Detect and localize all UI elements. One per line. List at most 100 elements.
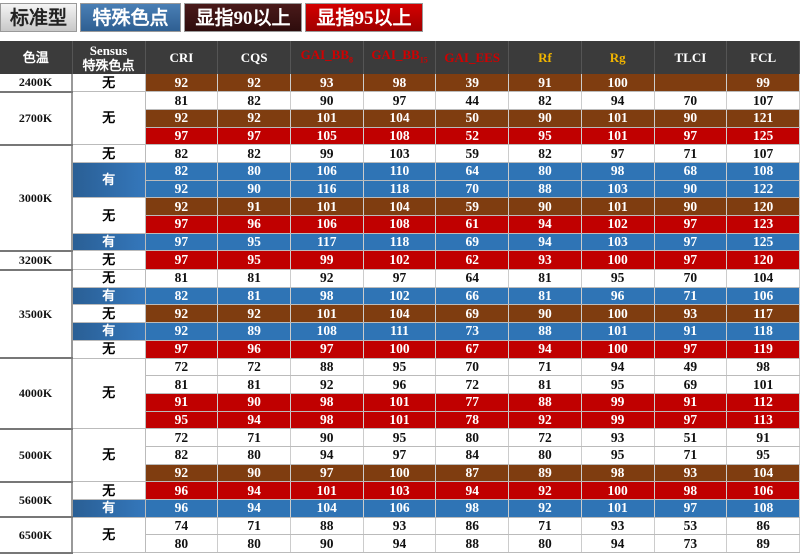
value-cell: 106 xyxy=(363,499,437,518)
value-cell: 100 xyxy=(581,304,655,324)
sensus-cell: 无 xyxy=(72,269,146,288)
value-cell: 96 xyxy=(145,499,219,518)
value-cell: 92 xyxy=(145,180,219,199)
value-cell: 101 xyxy=(290,197,364,216)
value-cell: 101 xyxy=(581,322,655,341)
value-cell: 104 xyxy=(726,269,800,288)
value-cell: 69 xyxy=(435,233,510,252)
value-cell: 116 xyxy=(290,180,364,199)
value-cell: 92 xyxy=(145,109,219,128)
value-cell: 80 xyxy=(145,534,219,554)
value-cell: 95 xyxy=(581,375,655,394)
value-cell: 118 xyxy=(363,233,437,252)
value-cell: 64 xyxy=(435,269,510,288)
value-cell: 82 xyxy=(145,144,219,163)
value-cell: 100 xyxy=(581,74,655,93)
value-cell: 72 xyxy=(145,428,219,447)
value-cell: 72 xyxy=(217,358,291,377)
value-cell: 112 xyxy=(726,393,800,412)
value-cell: 70 xyxy=(654,91,728,110)
value-cell: 92 xyxy=(145,464,219,483)
value-cell: 70 xyxy=(435,180,510,199)
column-header: FCL xyxy=(726,41,800,74)
value-cell: 94 xyxy=(508,340,582,359)
value-cell: 125 xyxy=(726,233,800,252)
value-cell: 94 xyxy=(363,534,437,554)
value-cell: 81 xyxy=(217,287,291,306)
column-header: 色温 xyxy=(0,41,73,74)
value-cell: 101 xyxy=(581,197,655,216)
value-cell: 113 xyxy=(726,411,800,430)
value-cell: 98 xyxy=(581,464,655,483)
sensus-cell: 有 xyxy=(72,287,146,306)
value-cell: 88 xyxy=(290,358,364,377)
value-cell: 82 xyxy=(508,144,582,163)
value-cell: 91 xyxy=(217,197,291,216)
value-cell: 80 xyxy=(508,162,582,181)
value-cell: 91 xyxy=(726,428,800,447)
value-cell: 97 xyxy=(654,250,728,271)
value-cell: 82 xyxy=(217,91,291,110)
value-cell: 49 xyxy=(654,358,728,377)
value-cell: 106 xyxy=(726,481,800,500)
value-cell: 81 xyxy=(145,269,219,288)
value-cell: 91 xyxy=(654,322,728,341)
value-cell: 94 xyxy=(435,481,510,500)
value-cell: 88 xyxy=(290,517,364,536)
value-cell: 122 xyxy=(726,180,800,199)
value-cell: 93 xyxy=(508,250,582,271)
table-row: 有 96 94 104 106 98 92 101 97 108 xyxy=(0,499,800,518)
value-cell: 92 xyxy=(217,74,291,93)
value-cell: 106 xyxy=(290,215,364,234)
value-cell: 102 xyxy=(363,250,437,271)
color-metrics-table: 色温 Sensus 特殊色点 CRI CQS GAI_BB8 GAI_BB15 GAI_EES… xyxy=(0,41,800,554)
value-cell: 97 xyxy=(363,446,437,465)
column-header: Rg xyxy=(581,41,655,74)
value-cell: 92 xyxy=(217,304,291,324)
value-cell: 92 xyxy=(145,74,219,93)
value-cell: 103 xyxy=(363,144,437,163)
sensus-cell: 无 xyxy=(72,197,146,234)
value-cell: 95 xyxy=(581,446,655,465)
cct-cell: 4000K xyxy=(0,358,73,430)
value-cell: 88 xyxy=(508,322,582,341)
value-cell: 110 xyxy=(363,162,437,181)
value-cell: 71 xyxy=(654,446,728,465)
value-cell: 92 xyxy=(145,304,219,324)
table-row: 92 92 101 104 50 90 101 90 121 xyxy=(0,109,800,128)
value-cell: 90 xyxy=(290,91,364,110)
value-cell: 95 xyxy=(217,233,291,252)
table-row: 92 90 116 118 70 88 103 90 122 xyxy=(0,180,800,199)
value-cell: 96 xyxy=(581,287,655,306)
value-cell: 81 xyxy=(508,287,582,306)
column-header: TLCI xyxy=(654,41,728,74)
value-cell: 53 xyxy=(654,517,728,536)
value-cell: 91 xyxy=(654,393,728,412)
value-cell: 59 xyxy=(435,197,510,216)
value-cell: 101 xyxy=(581,109,655,128)
value-cell: 105 xyxy=(290,127,364,146)
value-cell: 106 xyxy=(290,162,364,181)
value-cell: 64 xyxy=(435,162,510,181)
table-row: 91 90 98 101 77 88 99 91 112 xyxy=(0,393,800,412)
value-cell: 59 xyxy=(435,144,510,163)
table-row: 82 80 94 97 84 80 95 71 95 xyxy=(0,446,800,465)
sensus-cell: 有 xyxy=(72,162,146,199)
value-cell: 100 xyxy=(581,340,655,359)
value-cell: 125 xyxy=(726,127,800,146)
value-cell: 97 xyxy=(145,250,219,271)
value-cell: 106 xyxy=(726,287,800,306)
value-cell: 93 xyxy=(654,464,728,483)
value-cell: 90 xyxy=(508,197,582,216)
value-cell: 104 xyxy=(363,304,437,324)
value-cell: 101 xyxy=(290,481,364,500)
value-cell: 61 xyxy=(435,215,510,234)
value-cell: 74 xyxy=(145,517,219,536)
value-cell: 82 xyxy=(508,91,582,110)
sensus-cell: 无 xyxy=(72,304,146,324)
value-cell: 90 xyxy=(508,304,582,324)
value-cell: 81 xyxy=(145,91,219,110)
value-cell: 94 xyxy=(217,499,291,518)
value-cell: 98 xyxy=(435,499,510,518)
table-row: 6500K 无 74 71 88 93 86 71 93 53 86 xyxy=(0,517,800,554)
